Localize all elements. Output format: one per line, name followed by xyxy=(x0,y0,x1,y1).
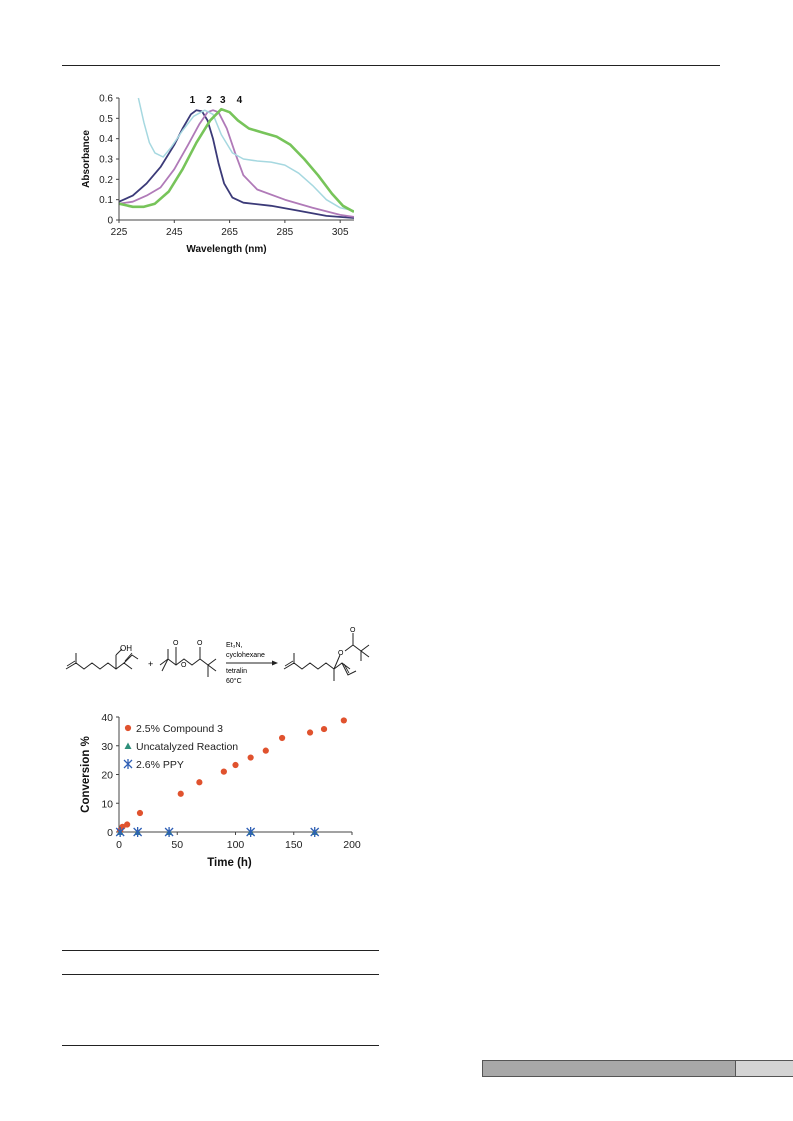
plus-sign: + xyxy=(148,659,153,669)
y-tick-label: 0.6 xyxy=(99,94,113,105)
data-point-series-1 xyxy=(262,747,269,754)
reagent-2: cyclohexane xyxy=(226,652,265,659)
reaction-arrow-head xyxy=(272,660,278,666)
reagent-3: tetralin xyxy=(226,668,247,675)
y-tick-label: 0.5 xyxy=(99,114,113,125)
reagent-4: 60°C xyxy=(226,677,242,685)
data-point-series-1 xyxy=(136,809,144,817)
x-tick-label: 305 xyxy=(332,227,349,238)
product-vinyl xyxy=(341,662,357,676)
substrate-double-bond-2 xyxy=(66,660,76,667)
data-point-series-1 xyxy=(247,754,254,761)
x-tick-label: 150 xyxy=(285,839,303,851)
spectrum-line-3 xyxy=(137,97,354,212)
anhydride-o-bridge: O xyxy=(181,662,187,669)
substrate-skeleton xyxy=(65,662,133,670)
legend-marker-3 xyxy=(123,759,133,769)
oh-label: OH xyxy=(120,644,132,653)
y-tick-label: 0.3 xyxy=(99,155,113,166)
legend-label-1: 2.5% Compound 3 xyxy=(136,723,223,735)
data-point-series-1 xyxy=(340,717,347,724)
spectrum-line-4 xyxy=(119,107,354,214)
peak-label-2: 2 xyxy=(206,95,212,106)
legend-label-3: 2.6% PPY xyxy=(136,759,184,771)
x-tick-label: 100 xyxy=(227,839,245,851)
spectrum-line-2 xyxy=(119,109,354,218)
product-double-bond xyxy=(284,660,294,667)
data-point-series-3 xyxy=(246,827,256,837)
footer-page-box xyxy=(736,1060,793,1077)
uv-absorbance-chart: 0 0.1 0.2 0.3 0.4 0.5 0.6 225 245 265 285 305 1 2 3 4 Wa… xyxy=(81,94,354,255)
anhydride-skeleton xyxy=(159,658,217,666)
reagent-1: Et₃N, xyxy=(226,642,243,649)
y-tick-label: 0.1 xyxy=(99,195,113,206)
product-o-bond xyxy=(333,654,341,670)
spectrum-line-1 xyxy=(119,109,354,219)
product-vinyl-double xyxy=(343,663,350,674)
y-tick-label: 0 xyxy=(107,216,113,227)
x-tick-label: 0 xyxy=(116,839,122,851)
substrate-oh-bond xyxy=(115,648,123,656)
y-tick-label: 0 xyxy=(107,827,113,839)
product-tbu-2 xyxy=(360,650,370,658)
footer-bar xyxy=(482,1060,736,1077)
table-rule-bottom xyxy=(62,1045,379,1046)
product-acyl xyxy=(344,644,370,652)
legend-label-2: Uncatalyzed Reaction xyxy=(136,741,238,753)
anhydride-o-1: O xyxy=(173,640,179,647)
data-point-series-1 xyxy=(306,729,314,736)
product-skeleton xyxy=(283,662,351,670)
x-tick-label: 225 xyxy=(111,227,128,238)
data-point-series-3 xyxy=(115,827,125,837)
product-carbonyl-o: O xyxy=(350,627,356,634)
data-point-series-3 xyxy=(133,827,143,837)
data-point-series-1 xyxy=(320,725,328,733)
data-point-series-1 xyxy=(279,734,286,742)
substrate-double-bond xyxy=(124,652,133,662)
y-axis-title: Conversion % xyxy=(80,736,92,813)
reaction-scheme: OH + O O O Et₃N, cyclohexane tetralin 60… xyxy=(65,627,370,685)
table-rule-middle xyxy=(62,974,379,975)
x-tick-label: 285 xyxy=(277,227,294,238)
product-ester-o: O xyxy=(338,650,344,657)
data-point-series-3 xyxy=(164,827,174,837)
x-axis-title: Time (h) xyxy=(207,857,252,869)
y-tick-label: 10 xyxy=(101,798,113,810)
peak-label-4: 4 xyxy=(237,95,243,106)
y-tick-label: 20 xyxy=(101,770,113,782)
x-axis-title: Wavelength (nm) xyxy=(186,244,266,255)
data-point-series-1 xyxy=(220,768,227,775)
y-axis-title: Absorbance xyxy=(81,130,92,188)
anhydride-o-2: O xyxy=(197,640,203,647)
x-tick-label: 50 xyxy=(171,839,183,851)
table-rule-top xyxy=(62,950,379,951)
legend-marker-1 xyxy=(124,724,132,732)
legend-marker-2 xyxy=(124,742,132,749)
peak-label-1: 1 xyxy=(190,95,196,106)
x-tick-label: 245 xyxy=(166,227,183,238)
y-tick-label: 0.2 xyxy=(99,175,113,186)
y-tick-label: 30 xyxy=(101,741,113,753)
data-point-series-3 xyxy=(310,827,320,837)
data-point-series-1 xyxy=(196,779,203,786)
x-tick-label: 265 xyxy=(221,227,238,238)
anhydride-tbu-2 xyxy=(161,658,169,672)
anhydride-tbu-4 xyxy=(207,664,217,672)
data-point-series-1 xyxy=(124,821,131,828)
y-tick-label: 0.4 xyxy=(99,134,113,145)
y-tick-label: 40 xyxy=(101,712,113,724)
substrate-vinyl xyxy=(123,654,139,664)
data-point-series-1 xyxy=(232,761,239,769)
x-tick-label: 200 xyxy=(343,839,361,851)
conversion-time-chart: 0 10 20 30 40 0 50 100 150 200 2.5% Compound 3 Unca… xyxy=(80,712,361,869)
header-rule xyxy=(62,65,720,66)
data-point-series-1 xyxy=(177,790,184,797)
peak-label-3: 3 xyxy=(220,95,226,106)
